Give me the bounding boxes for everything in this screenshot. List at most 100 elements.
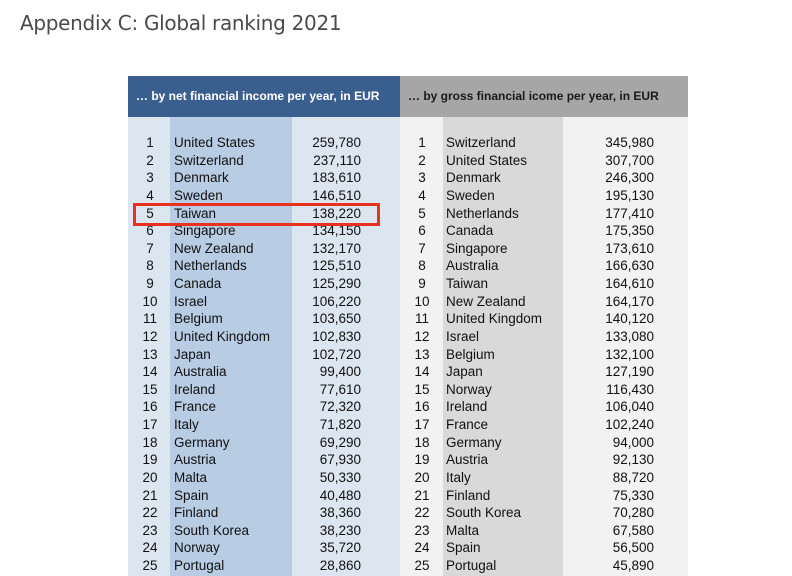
cell-rank: 25 xyxy=(414,558,430,573)
cell-value: 134,150 xyxy=(312,223,361,239)
cell-rank: 25 xyxy=(142,558,158,573)
cell-country: Belgium xyxy=(174,311,223,327)
cell-country: Germany xyxy=(446,434,502,450)
table-row: 4 Sweden 195,130 xyxy=(400,187,688,205)
table-row: 20 Italy 88,720 xyxy=(400,469,688,487)
cell-rank: 20 xyxy=(414,469,430,485)
cell-rank: 9 xyxy=(146,276,154,291)
table-row: 16 France 72,320 xyxy=(128,398,400,416)
cell-value: 127,190 xyxy=(605,364,654,380)
cell-rank: 14 xyxy=(414,364,430,380)
table-row: 21 Spain 40,480 xyxy=(128,487,400,505)
cell-rank: 8 xyxy=(418,258,426,274)
cell-value: 246,300 xyxy=(605,170,654,186)
cell-country: Israel xyxy=(174,293,208,309)
cell-value: 237,110 xyxy=(313,152,361,168)
cell-country: Belgium xyxy=(446,346,495,362)
cell-country: Norway xyxy=(446,381,492,397)
cell-value: 164,610 xyxy=(605,276,654,291)
cell-country: New Zealand xyxy=(446,293,526,309)
cell-rank: 8 xyxy=(146,258,154,274)
cell-value: 195,130 xyxy=(605,187,654,203)
cell-value: 116,430 xyxy=(606,381,654,397)
table-row: 2 Switzerland 237,110 xyxy=(128,152,400,170)
table-row: 18 Germany 69,290 xyxy=(128,434,400,452)
table-row: 19 Austria 92,130 xyxy=(400,451,688,469)
cell-rank: 4 xyxy=(146,187,154,203)
table-row: 21 Finland 75,330 xyxy=(400,487,688,505)
cell-value: 67,580 xyxy=(612,522,654,538)
table-row: 8 Netherlands 125,510 xyxy=(128,257,400,275)
taiwan-highlight-box xyxy=(133,203,380,226)
cell-rank: 18 xyxy=(414,434,430,450)
net-ranking-table: 1 United States 259,780 2 Switzerland 237,110… xyxy=(128,134,400,575)
gross-country-column-bg xyxy=(443,117,563,576)
cell-rank: 10 xyxy=(142,293,158,309)
cell-country: South Korea xyxy=(174,522,250,538)
cell-country: Israel xyxy=(446,328,480,344)
table-row: 18 Germany 94,000 xyxy=(400,434,688,452)
cell-value: 102,830 xyxy=(312,328,361,344)
table-row: 15 Ireland 77,610 xyxy=(128,381,400,399)
cell-value: 183,610 xyxy=(312,170,361,186)
table-row: 1 Switzerland 345,980 xyxy=(400,134,688,152)
cell-country: Finland xyxy=(446,487,491,503)
cell-rank: 12 xyxy=(142,328,158,344)
net-income-header: … by net financial income per year, in E… xyxy=(128,76,400,117)
table-row: 5 Netherlands 177,410 xyxy=(400,205,688,223)
cell-value: 125,290 xyxy=(312,276,361,291)
cell-country: Sweden xyxy=(446,187,495,203)
cell-value: 138,220 xyxy=(312,205,361,221)
table-row: 7 Singapore 173,610 xyxy=(400,240,688,258)
cell-rank: 19 xyxy=(414,452,430,468)
gross-ranking-table: 1 Switzerland 345,980 2 United States 307,700… xyxy=(400,134,688,575)
cell-value: 40,480 xyxy=(319,487,361,503)
table-row: 4 Sweden 146,510 xyxy=(128,187,400,205)
cell-value: 94,000 xyxy=(612,434,654,450)
cell-country: Austria xyxy=(174,452,217,468)
cell-country: Ireland xyxy=(446,399,488,415)
table-row: 14 Australia 99,400 xyxy=(128,363,400,381)
gross-value-column-bg xyxy=(563,117,688,576)
cell-rank: 24 xyxy=(414,540,430,556)
cell-country: Malta xyxy=(174,469,208,485)
cell-value: 125,510 xyxy=(312,258,361,274)
cell-rank: 2 xyxy=(146,152,154,168)
cell-value: 72,320 xyxy=(319,399,361,415)
cell-country: Japan xyxy=(174,346,211,362)
cell-value: 175,350 xyxy=(605,223,654,239)
table-row: 10 New Zealand 164,170 xyxy=(400,293,688,311)
cell-country: Italy xyxy=(446,469,471,485)
cell-value: 177,410 xyxy=(605,205,654,221)
table-row: 17 Italy 71,820 xyxy=(128,416,400,434)
table-row: 13 Japan 102,720 xyxy=(128,346,400,364)
table-row: 25 Portugal 45,890 xyxy=(400,557,688,575)
cell-value: 146,510 xyxy=(312,187,361,203)
cell-country: Japan xyxy=(446,364,483,380)
cell-country: United Kingdom xyxy=(174,328,271,344)
cell-country: South Korea xyxy=(446,505,522,521)
cell-value: 307,700 xyxy=(605,152,654,168)
cell-rank: 16 xyxy=(414,399,430,415)
table-row: 22 South Korea 70,280 xyxy=(400,504,688,522)
cell-rank: 3 xyxy=(418,170,426,186)
table-row: 12 Israel 133,080 xyxy=(400,328,688,346)
cell-value: 345,980 xyxy=(605,135,654,150)
cell-country: Portugal xyxy=(174,558,225,573)
cell-rank: 5 xyxy=(418,205,426,221)
table-row: 24 Norway 35,720 xyxy=(128,539,400,557)
cell-country: Canada xyxy=(174,276,222,291)
cell-value: 75,330 xyxy=(612,487,654,503)
cell-rank: 12 xyxy=(414,328,430,344)
cell-value: 106,040 xyxy=(605,399,654,415)
cell-value: 132,100 xyxy=(605,346,654,362)
cell-value: 38,360 xyxy=(319,505,361,521)
table-row: 3 Denmark 183,610 xyxy=(128,169,400,187)
cell-rank: 2 xyxy=(418,152,426,168)
cell-country: New Zealand xyxy=(174,240,254,256)
cell-rank: 6 xyxy=(146,223,154,239)
cell-rank: 14 xyxy=(142,364,158,380)
cell-country: Australia xyxy=(174,364,227,380)
cell-value: 133,080 xyxy=(605,328,654,344)
cell-rank: 9 xyxy=(418,276,426,291)
